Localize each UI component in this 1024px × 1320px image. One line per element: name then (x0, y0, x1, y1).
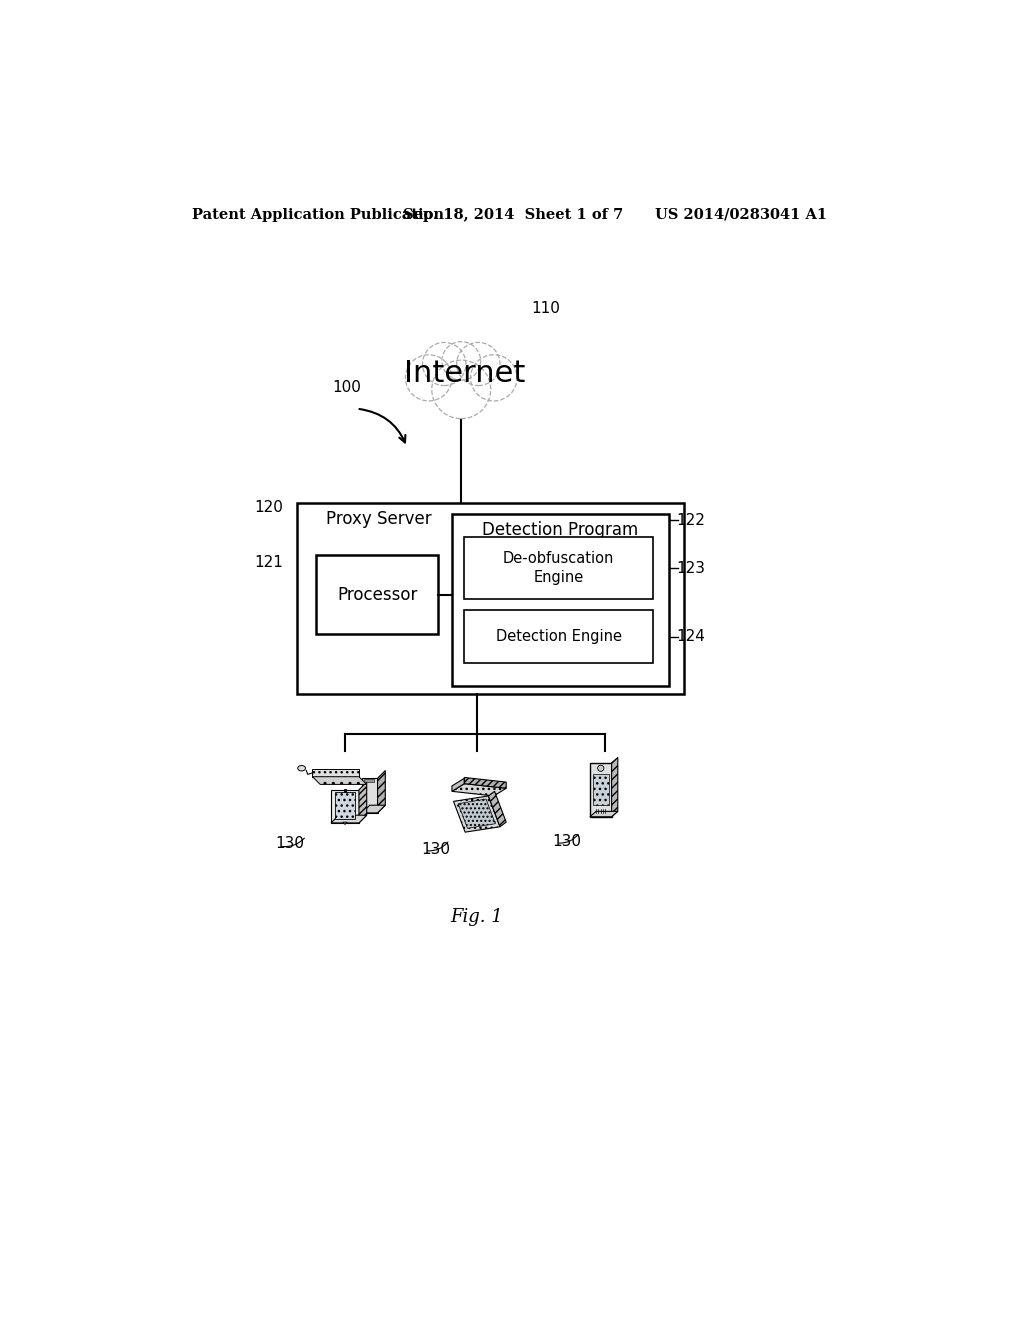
Polygon shape (464, 777, 506, 788)
Circle shape (432, 360, 490, 418)
Text: Fig. 1: Fig. 1 (451, 908, 503, 925)
Text: 130: 130 (275, 836, 304, 851)
Text: Detection Engine: Detection Engine (496, 630, 622, 644)
Bar (452, 515, 669, 686)
Polygon shape (452, 784, 506, 796)
Polygon shape (362, 805, 385, 813)
Polygon shape (458, 799, 496, 829)
Text: Patent Application Publication: Patent Application Publication (191, 207, 443, 222)
Polygon shape (452, 779, 464, 792)
Bar (464, 537, 653, 599)
Circle shape (471, 355, 517, 401)
Polygon shape (343, 822, 347, 825)
Text: 130: 130 (421, 842, 450, 857)
FancyArrowPatch shape (359, 409, 406, 442)
Polygon shape (590, 812, 617, 817)
Ellipse shape (298, 766, 305, 771)
Circle shape (598, 766, 604, 771)
Text: De-obfuscation
Engine: De-obfuscation Engine (503, 550, 614, 586)
Polygon shape (359, 781, 367, 822)
Text: US 2014/0283041 A1: US 2014/0283041 A1 (655, 207, 827, 222)
Bar (365, 779, 374, 781)
Circle shape (423, 342, 466, 385)
Circle shape (457, 342, 500, 385)
Polygon shape (454, 796, 500, 832)
Text: Sep. 18, 2014  Sheet 1 of 7: Sep. 18, 2014 Sheet 1 of 7 (403, 207, 624, 222)
Text: Internet: Internet (404, 359, 525, 388)
Polygon shape (331, 789, 359, 822)
Polygon shape (593, 775, 608, 805)
Polygon shape (335, 792, 355, 818)
Text: 123: 123 (677, 561, 706, 576)
Circle shape (442, 342, 480, 380)
Polygon shape (488, 792, 506, 826)
Polygon shape (312, 770, 359, 776)
Bar (464, 610, 653, 663)
Bar (316, 554, 438, 635)
Polygon shape (611, 758, 617, 817)
Polygon shape (331, 816, 367, 822)
Text: Processor: Processor (337, 586, 418, 603)
Polygon shape (312, 776, 367, 784)
Text: 124: 124 (677, 630, 706, 644)
Circle shape (406, 355, 452, 401)
Bar (297, 503, 684, 693)
Text: 110: 110 (531, 301, 560, 315)
Text: 100: 100 (332, 380, 360, 396)
Text: 120: 120 (254, 500, 283, 515)
Polygon shape (378, 771, 385, 813)
Polygon shape (590, 763, 611, 817)
Text: 130: 130 (553, 834, 582, 849)
Text: Proxy Server: Proxy Server (326, 510, 431, 528)
Text: 122: 122 (677, 512, 706, 528)
Polygon shape (362, 779, 378, 813)
Text: Detection Program: Detection Program (482, 520, 639, 539)
Text: 121: 121 (254, 556, 283, 570)
